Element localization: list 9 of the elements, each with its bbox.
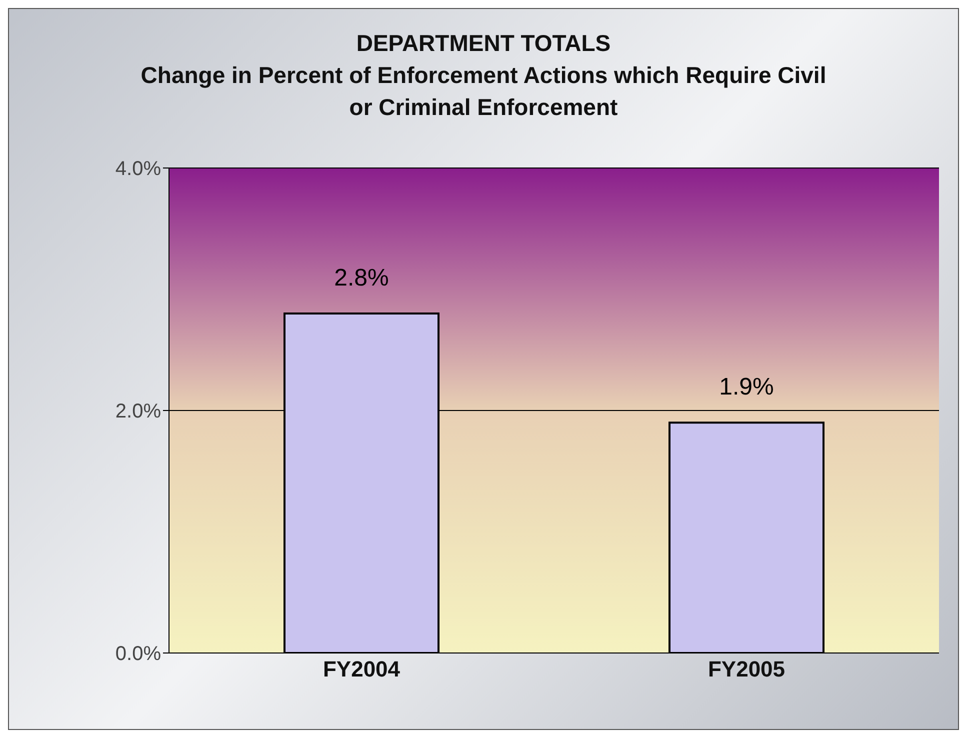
y-tick-label: 4.0% (115, 158, 162, 180)
x-tick-label: FY2005 (708, 656, 786, 682)
y-tick-label: 2.0% (115, 400, 162, 423)
data-label: 1.9% (719, 374, 774, 401)
y-tick-label: 0.0% (115, 643, 162, 666)
x-tick-label: FY2004 (322, 656, 401, 682)
data-label: 2.8% (334, 264, 389, 292)
chart-subtitle: Change in Percent of Enforcement Actions which Require Civil or Criminal Enforcement (140, 61, 828, 122)
chart-title: DEPARTMENT TOTALS (355, 29, 612, 58)
